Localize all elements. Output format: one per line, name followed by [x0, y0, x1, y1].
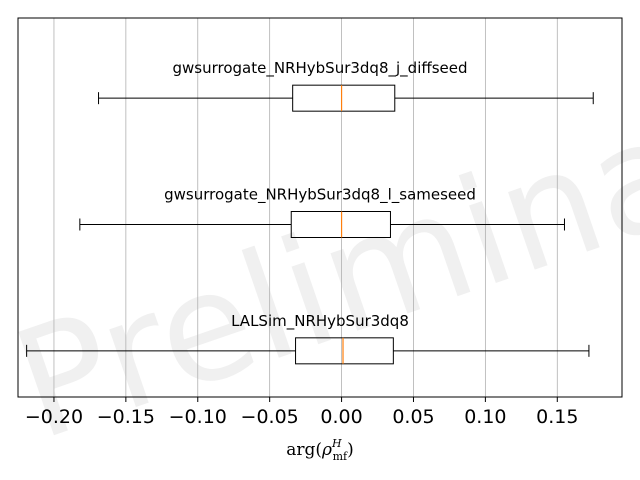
box-label: LALSim_NRHybSur3dq8: [231, 312, 409, 331]
box-3: LALSim_NRHybSur3dq8: [26, 312, 590, 365]
iqr-box: [295, 337, 394, 365]
x-tick-label: −0.10: [169, 406, 227, 428]
plot-frame: [17, 17, 623, 398]
x-tick-label: 0.05: [392, 406, 434, 428]
iqr-box: [292, 84, 396, 112]
x-tick-label: 0.10: [464, 406, 506, 428]
x-tick-label: −0.05: [241, 406, 299, 428]
iqr-box: [290, 211, 391, 238]
x-tick-label: −0.20: [25, 406, 83, 428]
box-label: gwsurrogate_NRHybSur3dq8_j_diffseed: [173, 59, 468, 78]
x-tick-label: 0.00: [320, 406, 362, 428]
x-axis-label: arg(ρH mf): [286, 437, 354, 463]
grid-lines: [53, 18, 558, 397]
box-1: gwsurrogate_NRHybSur3dq8_j_diffseed: [98, 59, 594, 112]
x-tick-label: −0.15: [97, 406, 155, 428]
x-tick-label: 0.15: [536, 406, 578, 428]
box-label: gwsurrogate_NRHybSur3dq8_l_sameseed: [164, 186, 476, 205]
box-2: gwsurrogate_NRHybSur3dq8_l_sameseed: [79, 186, 565, 238]
boxes-group: gwsurrogate_NRHybSur3dq8_j_diffseedgwsur…: [26, 59, 594, 365]
x-axis-ticks: −0.20 −0.15 −0.10 −0.05 0.00 0.05 0.10 0.15: [25, 397, 578, 428]
